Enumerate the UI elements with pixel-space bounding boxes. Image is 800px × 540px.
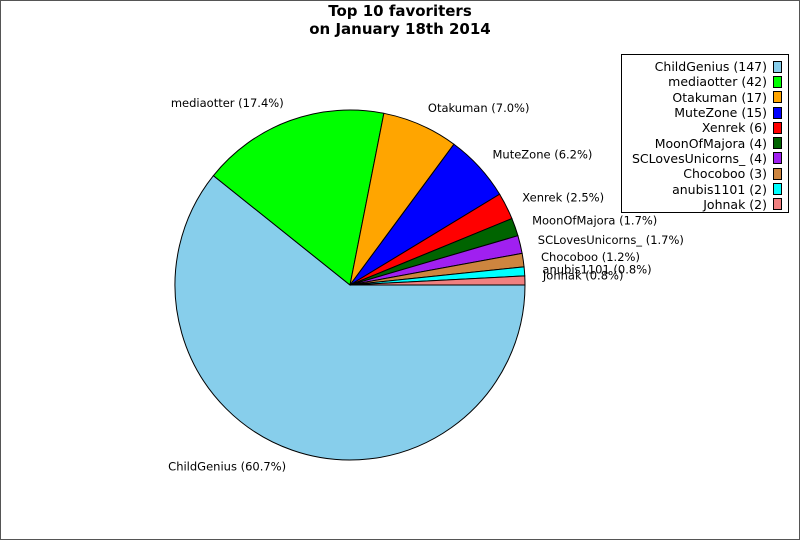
slice-label-otakuman: Otakuman (7.0%) (428, 101, 530, 115)
slice-label-anubis1101: anubis1101 (0.8%) (542, 263, 651, 277)
legend-swatch (773, 60, 782, 73)
legend-label: MoonOfMajora (4) (654, 135, 767, 151)
slice-label-xenrek: Xenrek (2.5%) (522, 191, 604, 205)
legend-item-anubis1101: anubis1101 (2) (622, 181, 788, 197)
legend-label: Xenrek (6) (701, 120, 767, 136)
slice-label-johnak: Johnak (0.8%) (542, 269, 624, 283)
legend-item-mediaotter: mediaotter (42) (622, 74, 788, 89)
legend-swatch (773, 75, 782, 88)
legend-item-moonofmajora: MoonOfMajora (4) (622, 135, 788, 151)
legend-swatch (773, 137, 782, 150)
legend-label: Chocoboo (3) (683, 166, 767, 182)
pie-slice-johnak (349, 275, 526, 286)
slice-label-childgenius: ChildGenius (60.7%) (168, 460, 286, 474)
legend-item-sclovesunicorns: SCLovesUnicorns_ (4) (622, 151, 788, 166)
legend-label: Johnak (2) (703, 196, 767, 212)
slice-label-sclovesunicorns: SCLovesUnicorns_ (1.7%) (538, 233, 684, 247)
legend-swatch (773, 152, 782, 165)
legend-item-chocoboo: Chocoboo (3) (622, 166, 788, 181)
legend-swatch (773, 183, 782, 196)
pie-slice-childgenius (174, 174, 526, 461)
legend-label: ChildGenius (147) (654, 59, 767, 75)
slice-label-chocoboo: Chocoboo (1.2%) (541, 250, 640, 264)
pie-slice-mediaotter (212, 109, 385, 286)
slice-label-moonofmajora: MoonOfMajora (1.7%) (532, 214, 657, 228)
legend-label: Otakuman (17) (672, 89, 767, 105)
legend-item-otakuman: Otakuman (17) (622, 90, 788, 105)
legend: ChildGenius (147) mediaotter (42) Otakuman… (621, 54, 789, 213)
slice-label-mutezone: MuteZone (6.2%) (493, 147, 593, 161)
legend-label: anubis1101 (2) (672, 181, 767, 197)
chart-title: Top 10 favoriters on January 18th 2014 (0, 2, 800, 38)
legend-item-mutezone: MuteZone (15) (622, 105, 788, 120)
legend-swatch (773, 106, 782, 119)
legend-item-johnak: Johnak (2) (622, 197, 788, 212)
pie-slices (174, 109, 526, 461)
legend-swatch (773, 121, 782, 134)
chart-title-line-1: Top 10 favoriters (328, 2, 472, 20)
slice-label-mediaotter: mediaotter (17.4%) (171, 96, 284, 110)
pie-labels: ChildGenius (60.7%) mediaotter (17.4%) Ota… (168, 96, 684, 473)
legend-label: SCLovesUnicorns_ (4) (631, 150, 767, 166)
chart-title-line-2: on January 18th 2014 (309, 20, 491, 38)
legend-label: MuteZone (15) (674, 105, 767, 121)
legend-item-childgenius: ChildGenius (147) (622, 59, 788, 74)
legend-swatch (773, 91, 782, 104)
legend-label: mediaotter (42) (668, 74, 767, 90)
legend-swatch (773, 198, 782, 211)
legend-swatch (773, 167, 782, 180)
legend-item-xenrek: Xenrek (6) (622, 120, 788, 135)
